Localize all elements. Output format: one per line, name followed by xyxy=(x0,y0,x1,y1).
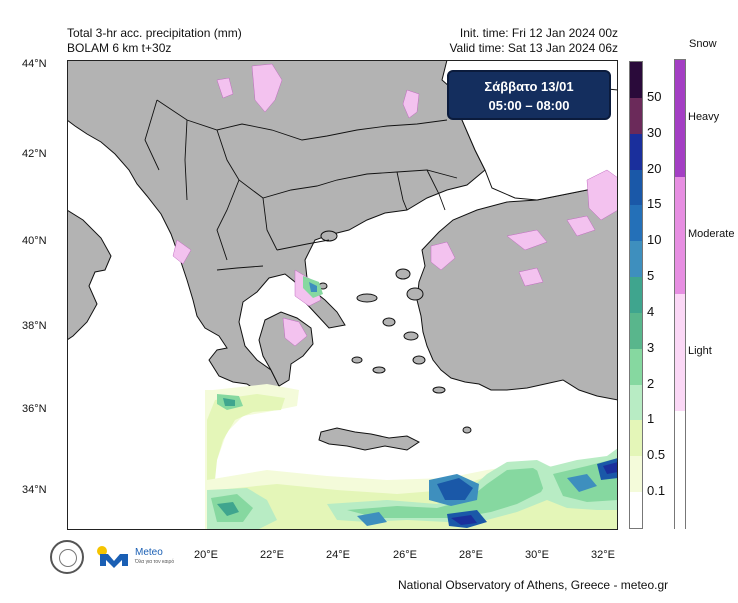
precip-level-label: 3 xyxy=(647,339,655,355)
lon-label-30: 30°E xyxy=(525,549,549,561)
precip-color-step xyxy=(630,312,642,350)
precip-color-step xyxy=(630,277,642,314)
map-frame xyxy=(67,60,618,530)
precip-color-step xyxy=(630,169,642,206)
precip-color-step xyxy=(630,241,642,278)
precip-color-step xyxy=(630,348,642,386)
precip-level-label: 2 xyxy=(647,375,655,391)
valid-time: Valid time: Sat 13 Jan 2024 06z xyxy=(449,41,618,55)
precip-color-step xyxy=(630,97,642,135)
precip-level-label: 4 xyxy=(647,303,655,319)
precip-level-label: 0.1 xyxy=(647,483,666,499)
lat-label-34: 34°N xyxy=(22,484,47,496)
precip-color-step xyxy=(630,420,642,457)
precipitation-map xyxy=(67,60,618,530)
country-borders xyxy=(144,99,458,271)
snow-color-step xyxy=(675,60,685,178)
meteo-logo-name: Meteo xyxy=(135,547,163,558)
lat-label-38: 38°N xyxy=(22,320,47,332)
precip-level-label: 1 xyxy=(647,411,655,427)
lon-label-26: 26°E xyxy=(393,549,417,561)
lat-label-44: 44°N xyxy=(22,58,47,70)
lon-label-24: 24°E xyxy=(326,549,350,561)
land-italy xyxy=(67,209,112,341)
precip-level-label: 0.5 xyxy=(647,447,666,463)
snow-patches xyxy=(172,63,618,347)
precip-level-label: 5 xyxy=(647,268,655,284)
precip-color-step xyxy=(630,492,642,529)
precip-level-label: 20 xyxy=(647,160,662,176)
lat-label-42: 42°N xyxy=(22,148,47,160)
precip-color-step xyxy=(630,456,642,493)
snow-color-step xyxy=(675,294,685,412)
lat-label-40: 40°N xyxy=(22,235,47,247)
meteo-logo-tagline: Όλα για τον καιρό xyxy=(135,559,175,565)
map-title: Total 3-hr acc. precipitation (mm) xyxy=(67,26,242,40)
precip-level-label: 50 xyxy=(647,88,662,104)
lon-label-28: 28°E xyxy=(459,549,483,561)
precip-level-label: 30 xyxy=(647,124,662,140)
snow-legend-title: Snow xyxy=(689,38,717,50)
init-time: Init. time: Fri 12 Jan 2024 00z xyxy=(459,26,618,40)
rain-bands xyxy=(205,276,618,530)
model-label: BOLAM 6 km t+30z xyxy=(67,41,172,55)
lon-label-22: 22°E xyxy=(260,549,284,561)
precip-color-step xyxy=(630,133,642,171)
precip-color-step xyxy=(630,384,642,421)
forecast-hours: 05:00 – 08:00 xyxy=(488,98,570,113)
footer-credit: National Observatory of Athens, Greece -… xyxy=(398,578,669,592)
precip-color-step xyxy=(630,62,642,99)
forecast-period-box: Σάββατο 13/01 05:00 – 08:00 xyxy=(447,70,611,120)
aegean-islands xyxy=(318,230,472,434)
precip-colorbar xyxy=(629,61,643,529)
snow-level-label: Heavy xyxy=(688,110,720,123)
snow-color-step xyxy=(675,177,685,295)
map-header-right: Init. time: Fri 12 Jan 2024 00z Valid ti… xyxy=(449,26,618,56)
snow-level-label: Light xyxy=(688,344,712,357)
land-crete xyxy=(318,427,420,451)
land-turkey xyxy=(416,177,618,401)
lon-label-20: 20°E xyxy=(194,549,218,561)
precip-level-label: 10 xyxy=(647,232,662,248)
snow-color-step xyxy=(675,411,685,529)
observatory-seal-logo xyxy=(50,540,84,574)
precip-color-step xyxy=(630,205,642,242)
meteo-logo-icon xyxy=(97,546,128,568)
snow-level-label: Moderate xyxy=(688,227,735,240)
lat-label-36: 36°N xyxy=(22,403,47,415)
precip-level-label: 15 xyxy=(647,196,662,212)
map-header-left: Total 3-hr acc. precipitation (mm) BOLAM… xyxy=(67,26,242,56)
snow-colorbar xyxy=(674,59,686,529)
forecast-day: Σάββατο 13/01 xyxy=(484,79,574,94)
lon-label-32: 32°E xyxy=(591,549,615,561)
